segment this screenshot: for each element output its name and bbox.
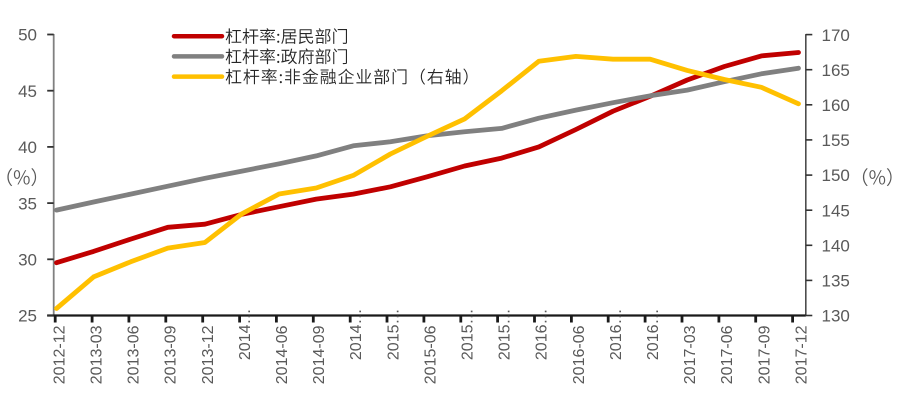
- svg-text:2016…: 2016…: [645, 309, 662, 361]
- svg-text:2014-09: 2014-09: [311, 325, 328, 384]
- svg-text:50: 50: [18, 26, 37, 45]
- svg-text:2015…: 2015…: [497, 308, 514, 360]
- svg-text:2015…: 2015…: [460, 309, 477, 361]
- svg-text:155: 155: [822, 131, 850, 150]
- svg-text:145: 145: [822, 201, 850, 220]
- svg-text:2015-06: 2015-06: [422, 325, 439, 384]
- svg-text:25: 25: [18, 307, 37, 326]
- svg-text:2013-09: 2013-09: [163, 325, 180, 384]
- svg-text:2014…: 2014…: [237, 309, 254, 361]
- svg-text:2016-06: 2016-06: [571, 325, 588, 384]
- svg-text:2016…: 2016…: [534, 309, 551, 361]
- svg-text:45: 45: [18, 82, 37, 101]
- svg-text:2013-06: 2013-06: [126, 325, 143, 384]
- svg-text:150: 150: [822, 166, 850, 185]
- svg-text:160: 160: [822, 96, 850, 115]
- svg-text:2016…: 2016…: [608, 309, 625, 361]
- svg-text:2015…: 2015…: [385, 309, 402, 361]
- svg-text:2014-06: 2014-06: [274, 325, 291, 384]
- svg-text:135: 135: [822, 272, 850, 291]
- svg-text:2017-09: 2017-09: [756, 325, 773, 384]
- svg-text:2013-12: 2013-12: [200, 325, 217, 384]
- svg-text:2013-03: 2013-03: [89, 325, 106, 384]
- svg-text:30: 30: [18, 251, 37, 270]
- svg-text:35: 35: [18, 194, 37, 213]
- svg-text:130: 130: [822, 307, 850, 326]
- svg-text:2012-12: 2012-12: [51, 325, 68, 384]
- svg-text:40: 40: [18, 138, 37, 157]
- svg-text:140: 140: [822, 237, 850, 256]
- svg-text:2014…: 2014…: [348, 309, 365, 361]
- svg-text:165: 165: [822, 61, 850, 80]
- svg-text:2017-12: 2017-12: [793, 325, 810, 384]
- svg-text:2017-06: 2017-06: [719, 325, 736, 384]
- svg-text:2017-03: 2017-03: [682, 325, 699, 384]
- svg-text:170: 170: [822, 26, 850, 45]
